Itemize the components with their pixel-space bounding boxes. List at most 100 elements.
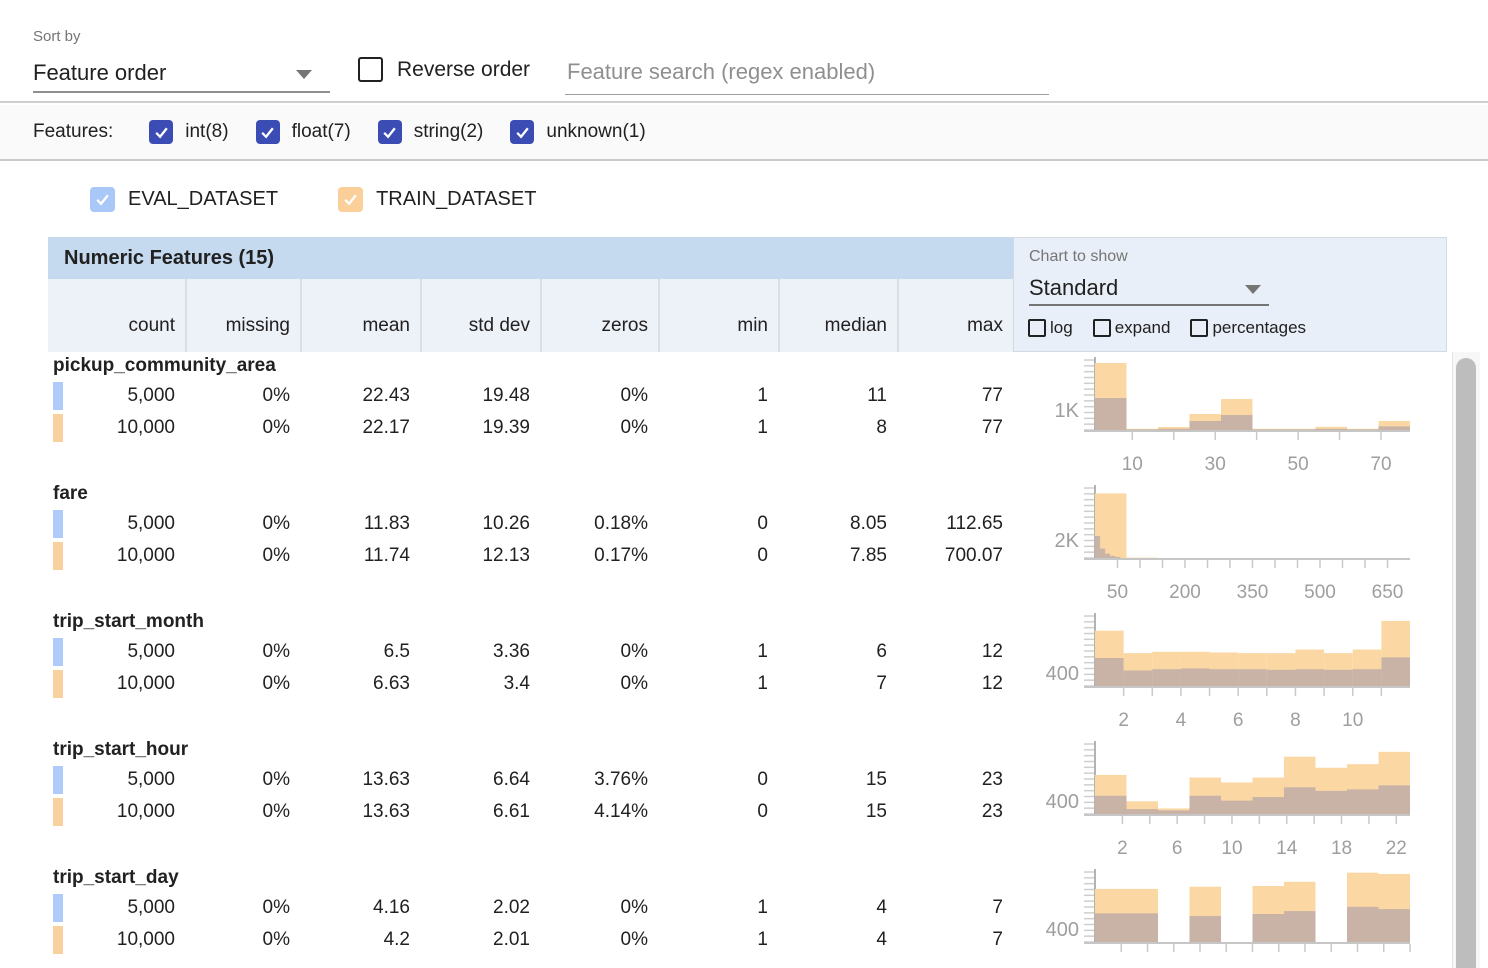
cell-std-dev: 3.4 bbox=[503, 673, 530, 694]
chart-option-expand[interactable]: expand bbox=[1092, 318, 1170, 338]
cell-min: 1 bbox=[757, 417, 768, 438]
filter-int-label: int(8) bbox=[185, 121, 229, 142]
chart-option-toggles: log expand percentages bbox=[1028, 318, 1306, 338]
cell-missing: 0% bbox=[262, 417, 290, 438]
histogram-box-trip_start_hour: 400 2 6 10 14 18 22 bbox=[1013, 736, 1447, 864]
cell-zeros: 0% bbox=[620, 385, 648, 406]
train-stats-row: 10,000 0% 11.74 12.13 0.17% 0 7.85 700.07 bbox=[48, 540, 1013, 572]
expand-checkbox[interactable] bbox=[1092, 319, 1111, 337]
cell-count: 5,000 bbox=[127, 769, 175, 790]
filter-unknown-checkbox[interactable] bbox=[510, 120, 535, 144]
cell-count: 5,000 bbox=[127, 385, 175, 406]
y-axis-label: 400 bbox=[1046, 919, 1079, 941]
cell-mean: 4.16 bbox=[373, 897, 410, 918]
train-stats-row: 10,000 0% 22.17 19.39 0% 1 8 77 bbox=[48, 412, 1013, 444]
cell-min: 0 bbox=[757, 545, 768, 566]
filter-int-checkbox[interactable] bbox=[149, 120, 174, 144]
x-axis-label: 70 bbox=[1370, 454, 1391, 475]
cell-zeros: 0% bbox=[620, 929, 648, 950]
chart-option-log[interactable]: log bbox=[1028, 318, 1073, 338]
x-axis-label: 30 bbox=[1205, 454, 1226, 475]
dataset-train[interactable]: TRAIN_DATASET bbox=[338, 186, 536, 212]
eval-stats-row: 5,000 0% 13.63 6.64 3.76% 0 15 23 bbox=[48, 764, 1013, 796]
x-axis-label: 2 bbox=[1118, 710, 1129, 731]
column-header-count: count bbox=[128, 315, 175, 336]
cell-count: 10,000 bbox=[116, 673, 175, 694]
cell-mean: 6.63 bbox=[373, 673, 410, 694]
vertical-scrollbar-thumb[interactable] bbox=[1456, 358, 1476, 968]
train-stats-row: 10,000 0% 4.2 2.01 0% 1 4 7 bbox=[48, 924, 1013, 956]
cell-std-dev: 19.39 bbox=[482, 417, 530, 438]
percentages-checkbox[interactable] bbox=[1190, 319, 1209, 337]
filter-string-checkbox[interactable] bbox=[377, 120, 402, 144]
x-axis-label: 10 bbox=[1342, 710, 1363, 731]
histogram-box-pickup_community_area: 1K 10 30 50 70 bbox=[1013, 352, 1447, 480]
x-axis-label: 22 bbox=[1386, 838, 1407, 859]
histogram-trip_start_month: 400 2 4 6 8 10 bbox=[1046, 613, 1410, 731]
x-axis-label: 200 bbox=[1169, 582, 1201, 603]
cell-mean: 22.17 bbox=[362, 417, 410, 438]
dataset-eval-checkbox[interactable] bbox=[90, 186, 115, 212]
check-icon bbox=[261, 127, 274, 138]
filter-int[interactable]: int(8) bbox=[149, 120, 229, 144]
cell-max: 7 bbox=[992, 929, 1003, 950]
histogram-box-trip_start_day: 400 bbox=[1013, 864, 1447, 968]
eval-color-chip bbox=[53, 638, 63, 666]
cell-mean: 13.63 bbox=[362, 769, 410, 790]
eval-stats-row: 5,000 0% 11.83 10.26 0.18% 0 8.05 112.65 bbox=[48, 508, 1013, 540]
feature-block-trip_start_month: trip_start_month 5,000 0% 6.5 3.36 0% 1 6 12 10,0… bbox=[48, 608, 1013, 736]
reverse-order-label: Reverse order bbox=[397, 58, 531, 81]
column-header-min: min bbox=[658, 279, 778, 352]
cell-median: 6 bbox=[876, 641, 887, 662]
cell-count: 5,000 bbox=[127, 897, 175, 918]
train-color-chip bbox=[53, 798, 63, 826]
filter-float[interactable]: float(7) bbox=[255, 120, 351, 144]
train-color-chip bbox=[53, 670, 63, 698]
cell-missing: 0% bbox=[262, 641, 290, 662]
sort-by-dropdown[interactable]: Feature order bbox=[33, 54, 330, 93]
chart-to-show-label: Chart to show bbox=[1029, 248, 1128, 265]
eval-stats-row: 5,000 0% 6.5 3.36 0% 1 6 12 bbox=[48, 636, 1013, 668]
cell-median: 4 bbox=[876, 929, 887, 950]
cell-zeros: 0% bbox=[620, 417, 648, 438]
x-axis-label: 10 bbox=[1221, 838, 1242, 859]
histogram-box-fare: 2K 50 200 350 500 650 bbox=[1013, 480, 1447, 608]
chart-option-percentages[interactable]: percentages bbox=[1190, 318, 1306, 338]
feature-block-trip_start_hour: trip_start_hour 5,000 0% 13.63 6.64 3.76% 0 15 2… bbox=[48, 736, 1013, 864]
cell-median: 11 bbox=[867, 385, 887, 406]
dataset-eval[interactable]: EVAL_DATASET bbox=[90, 186, 278, 212]
check-icon bbox=[516, 127, 529, 138]
cell-missing: 0% bbox=[262, 929, 290, 950]
y-axis-label: 400 bbox=[1046, 663, 1079, 685]
x-axis-label: 50 bbox=[1288, 454, 1309, 475]
feature-type-filters: int(8) float(7) string(2) unknown(1) bbox=[149, 120, 646, 144]
filter-float-checkbox[interactable] bbox=[255, 120, 280, 144]
vertical-scrollbar-track[interactable] bbox=[1452, 352, 1480, 968]
sort-by-label: Sort by bbox=[33, 28, 81, 45]
cell-max: 23 bbox=[981, 769, 1003, 790]
histogram-box-trip_start_month: 400 2 4 6 8 10 bbox=[1013, 608, 1447, 736]
x-axis-label: 650 bbox=[1372, 582, 1404, 603]
cell-median: 8 bbox=[876, 417, 887, 438]
numeric-features-header: Numeric Features (15) bbox=[48, 237, 1013, 279]
x-axis-label: 6 bbox=[1233, 710, 1244, 731]
feature-type-filter-band: Features: int(8) float(7) string(2) unknown… bbox=[0, 105, 1488, 161]
cell-zeros: 0.18% bbox=[594, 513, 648, 534]
cell-mean: 6.5 bbox=[383, 641, 410, 662]
y-axis-label: 400 bbox=[1046, 791, 1079, 813]
cell-median: 7 bbox=[876, 673, 887, 694]
filter-unknown-label: unknown(1) bbox=[546, 121, 646, 142]
log-checkbox[interactable] bbox=[1028, 319, 1046, 337]
cell-min: 1 bbox=[757, 929, 768, 950]
chart-type-dropdown[interactable]: Standard bbox=[1029, 271, 1269, 306]
filter-unknown[interactable]: unknown(1) bbox=[510, 120, 646, 144]
chart-controls-panel: Chart to show Standard log expand percenta… bbox=[1013, 237, 1447, 352]
cell-count: 10,000 bbox=[116, 417, 175, 438]
cell-mean: 4.2 bbox=[383, 929, 410, 950]
cell-mean: 11.74 bbox=[363, 545, 410, 566]
feature-search-input[interactable] bbox=[565, 50, 1049, 95]
reverse-order-checkbox[interactable] bbox=[358, 57, 383, 82]
filter-string[interactable]: string(2) bbox=[377, 120, 483, 144]
dataset-train-checkbox[interactable] bbox=[338, 186, 364, 212]
cell-min: 0 bbox=[757, 769, 768, 790]
